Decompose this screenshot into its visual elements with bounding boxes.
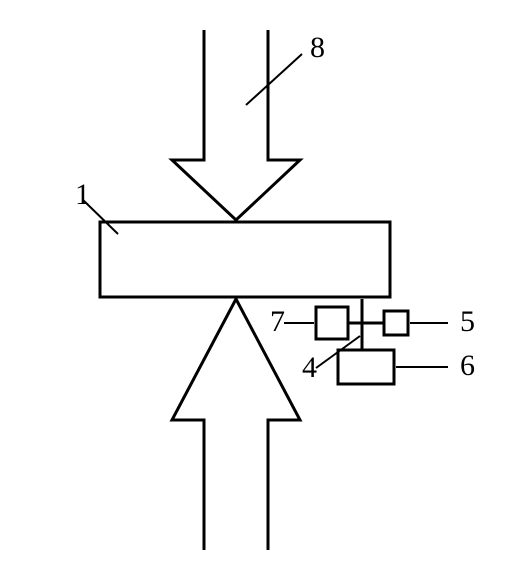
label-l1: 1 bbox=[75, 178, 90, 211]
leader-l8 bbox=[246, 54, 302, 105]
label-l6: 6 bbox=[460, 349, 475, 382]
label-l4: 4 bbox=[302, 351, 317, 384]
arrow-top bbox=[172, 30, 300, 220]
main-rect bbox=[100, 222, 390, 297]
box-7 bbox=[316, 307, 348, 339]
label-l5: 5 bbox=[460, 305, 475, 338]
box-6 bbox=[338, 350, 394, 384]
diagram: 8 1 7 5 4 6 bbox=[0, 0, 528, 584]
label-l7: 7 bbox=[270, 305, 285, 338]
box-5 bbox=[384, 311, 408, 335]
label-l8: 8 bbox=[310, 31, 325, 64]
